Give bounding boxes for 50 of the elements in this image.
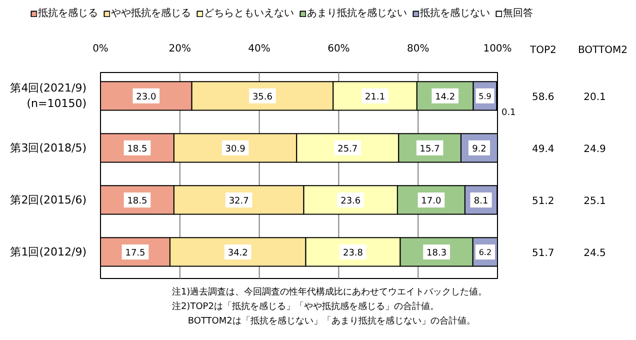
text: TOP2 (528, 45, 556, 56)
data-label: 25.7 (338, 144, 358, 154)
data-label: 8.1 (474, 196, 488, 206)
data-label: 30.9 (225, 144, 246, 154)
legend-label: どちらともいえない (204, 7, 294, 20)
text: BOTTOM2は「抵抗を感じない」「あまり抵抗を感じない」の合計値。 (188, 316, 476, 327)
text: 51.7 (532, 248, 554, 259)
data-label: 23.6 (340, 196, 361, 206)
text: 25.1 (584, 196, 606, 207)
y-tick-label: 第3回(2018/5) (10, 141, 86, 154)
text: 24.9 (584, 144, 606, 155)
text: BOTTOM2 (578, 45, 628, 56)
legend-label: 無回答 (503, 7, 533, 20)
data-label: 23.0 (136, 92, 156, 102)
data-label: 18.5 (127, 144, 148, 154)
data-label: 32.7 (228, 196, 249, 206)
legend-label: やや抵抗を感じる (111, 6, 191, 20)
x-tick-label: 40% (248, 44, 270, 54)
legend-label: 抵抗を感じる (38, 6, 98, 20)
data-label: 18.5 (127, 196, 148, 206)
data-label: 17.5 (125, 248, 146, 258)
data-label: 23.8 (342, 248, 364, 258)
data-label: 21.1 (365, 92, 386, 102)
x-tick-label: 80% (406, 44, 430, 54)
data-label: 17.0 (421, 196, 442, 206)
y-tick-label: 第2回(2015/6) (10, 193, 86, 206)
text: 注2)TOP2は「抵抗を感じる」「やや抵抗感を感じる」の合計値。 (172, 301, 439, 312)
data-label: 0.1 (501, 108, 516, 118)
x-tick-label: 60% (328, 44, 350, 54)
data-label: 5.9 (478, 92, 492, 101)
x-tick-label: 100% (483, 44, 512, 54)
text: 49.4 (532, 144, 554, 155)
data-label: 18.3 (426, 248, 447, 258)
y-tick-label: 第1回(2012/9) (10, 245, 86, 258)
data-label: 6.2 (478, 248, 492, 257)
x-tick-label: 20% (168, 44, 192, 54)
data-label: 15.7 (420, 144, 440, 154)
data-label: 34.2 (228, 248, 248, 258)
text: 20.1 (584, 92, 606, 103)
text: 24.5 (584, 248, 606, 259)
data-label: 9.2 (472, 144, 486, 154)
y-tick-label: 第4回(2021/9) (n=10150) (10, 82, 86, 110)
legend-label: 抵抗を感じない (420, 6, 490, 20)
data-label: 35.6 (252, 92, 273, 102)
text: 51.2 (532, 196, 554, 207)
text: 58.6 (532, 92, 554, 103)
text: 注1)過去調査は、今回調査の性年代構成比にあわせてウエイトバックした値。 (172, 286, 488, 298)
x-tick-label: 0% (92, 44, 108, 54)
legend-label: あまり抵抗を感じない (307, 6, 407, 20)
data-label: 14.2 (435, 92, 456, 102)
